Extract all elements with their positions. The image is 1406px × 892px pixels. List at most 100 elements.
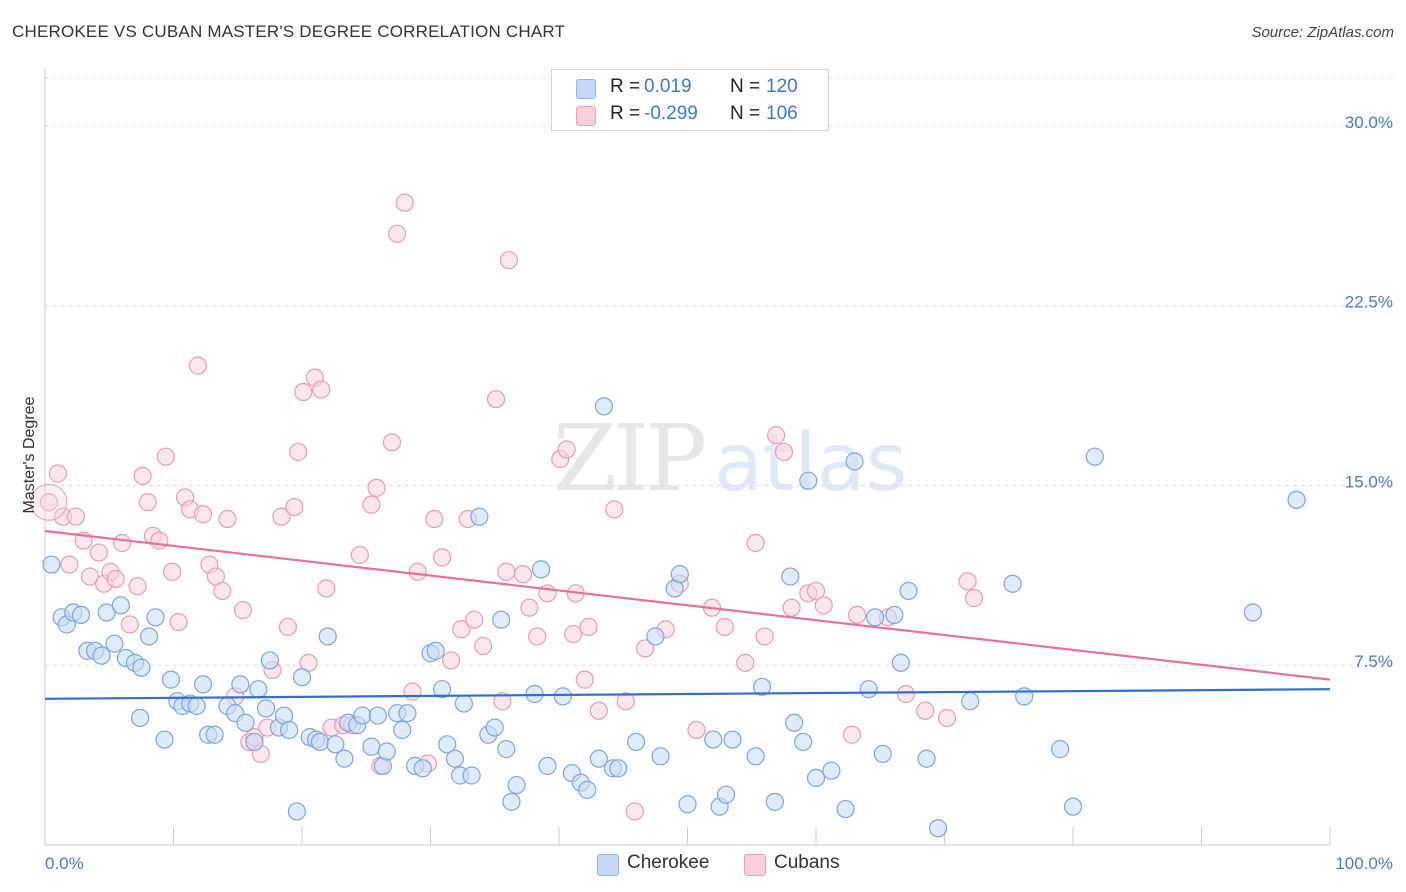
cubans-point bbox=[465, 610, 484, 629]
cherokee-point bbox=[961, 692, 980, 711]
cubans-point bbox=[278, 617, 297, 636]
cherokee-point bbox=[326, 735, 345, 754]
cubans-point bbox=[513, 565, 533, 584]
cherokee-point bbox=[553, 687, 572, 706]
cubans-point bbox=[589, 701, 608, 720]
cherokee-point bbox=[485, 718, 504, 737]
cubans-point bbox=[528, 627, 547, 646]
cubans-point bbox=[958, 572, 977, 591]
cherokee-point bbox=[794, 732, 813, 752]
cubans-points bbox=[30, 193, 984, 821]
legend-r-value: -0.299 bbox=[644, 103, 698, 124]
cherokee-point bbox=[393, 720, 412, 740]
cherokee-point bbox=[836, 799, 855, 819]
cubans-point bbox=[452, 620, 471, 639]
y-tick-label: 30.0% bbox=[1345, 113, 1393, 132]
cubans-point bbox=[128, 577, 147, 596]
legend-row-cherokee: R = 0.019 N = 120 bbox=[552, 75, 828, 101]
cubans-point bbox=[120, 615, 139, 634]
cubans-point bbox=[39, 493, 58, 512]
cherokee-point bbox=[92, 646, 111, 665]
cubans-point bbox=[782, 598, 801, 617]
cubans-point bbox=[163, 562, 182, 581]
cherokee-point bbox=[97, 603, 116, 622]
cubans-point bbox=[289, 442, 308, 462]
axes bbox=[44, 68, 1331, 846]
cherokee-point bbox=[678, 795, 697, 814]
cubans-point bbox=[156, 447, 175, 466]
cherokee-point bbox=[353, 706, 372, 725]
cubans-point bbox=[395, 193, 414, 212]
cherokee-point bbox=[139, 627, 159, 646]
cherokee-point bbox=[105, 634, 124, 653]
cherokee-point bbox=[859, 680, 878, 699]
cubans-point bbox=[188, 356, 208, 375]
cubans-point bbox=[150, 531, 169, 550]
cubans-point bbox=[579, 617, 598, 636]
cubans-point bbox=[272, 507, 291, 526]
cubans-point bbox=[842, 725, 862, 744]
cherokee-point bbox=[292, 668, 312, 687]
cherokee-point bbox=[578, 780, 597, 799]
cherokee-point bbox=[845, 452, 864, 471]
cubans-point bbox=[362, 495, 381, 514]
cherokee-point bbox=[1085, 447, 1104, 466]
cherokee-point bbox=[746, 747, 765, 766]
cherokee-point bbox=[260, 651, 279, 670]
cubans-point bbox=[848, 605, 867, 625]
cherokee-point bbox=[646, 627, 665, 646]
legend-n-value: 106 bbox=[766, 103, 798, 124]
chart-title: CHEROKEE VS CUBAN MASTER'S DEGREE CORREL… bbox=[12, 22, 566, 41]
cubans-point bbox=[937, 708, 957, 728]
cherokee-point bbox=[765, 792, 784, 811]
cherokee-point bbox=[1063, 797, 1083, 816]
cherokee-point bbox=[1051, 740, 1070, 759]
cherokee-point bbox=[716, 785, 736, 804]
cherokee-point bbox=[132, 658, 151, 677]
cherokee-point bbox=[470, 507, 489, 526]
cubans-point bbox=[616, 692, 635, 711]
watermark-atlas: atlas bbox=[714, 416, 907, 509]
cubans-point bbox=[715, 617, 734, 636]
cherokee-point bbox=[231, 675, 250, 694]
cubans-point bbox=[896, 684, 916, 704]
cubans-point bbox=[625, 802, 644, 821]
cherokee-point bbox=[917, 749, 936, 768]
cherokee-point bbox=[287, 802, 306, 821]
cherokee-point bbox=[335, 749, 354, 768]
cherokee-point bbox=[531, 560, 551, 579]
cherokee-point bbox=[130, 708, 150, 728]
cubans-point bbox=[493, 692, 512, 711]
cubans-point bbox=[30, 483, 68, 521]
cubans-point bbox=[317, 579, 336, 598]
cubans-point bbox=[350, 545, 369, 565]
cherokee-point bbox=[594, 397, 614, 416]
y-tick-label: 15.0% bbox=[1345, 472, 1393, 491]
cubans-point bbox=[382, 433, 402, 452]
y-tick-label: 22.5% bbox=[1345, 293, 1393, 312]
cubans-point bbox=[441, 651, 461, 670]
cubans-point bbox=[497, 562, 516, 581]
cherokee-point bbox=[497, 740, 516, 759]
cherokee-point bbox=[651, 747, 670, 766]
cherokee-point bbox=[413, 759, 432, 778]
cherokee-point bbox=[873, 744, 892, 764]
cherokee-point bbox=[146, 608, 165, 627]
cherokee-point bbox=[249, 680, 268, 699]
cubans-point bbox=[814, 596, 833, 615]
cubans-point bbox=[408, 562, 427, 581]
watermark-zip: ZIP bbox=[553, 405, 704, 512]
cherokee-point bbox=[155, 730, 174, 749]
cubans-point bbox=[403, 682, 422, 701]
cubans-point bbox=[746, 533, 765, 553]
cubans-point bbox=[432, 548, 452, 567]
x-tick-labels: 0.0% 100.0% bbox=[45, 854, 1393, 873]
cubans-point bbox=[425, 509, 444, 529]
cherokee-point bbox=[609, 759, 628, 778]
cubans-point bbox=[169, 612, 188, 632]
cubans-point bbox=[367, 478, 386, 497]
cubans-point bbox=[767, 426, 786, 445]
cherokee-point bbox=[398, 704, 417, 723]
cherokee-point bbox=[368, 706, 387, 725]
cherokee-point bbox=[71, 605, 91, 625]
